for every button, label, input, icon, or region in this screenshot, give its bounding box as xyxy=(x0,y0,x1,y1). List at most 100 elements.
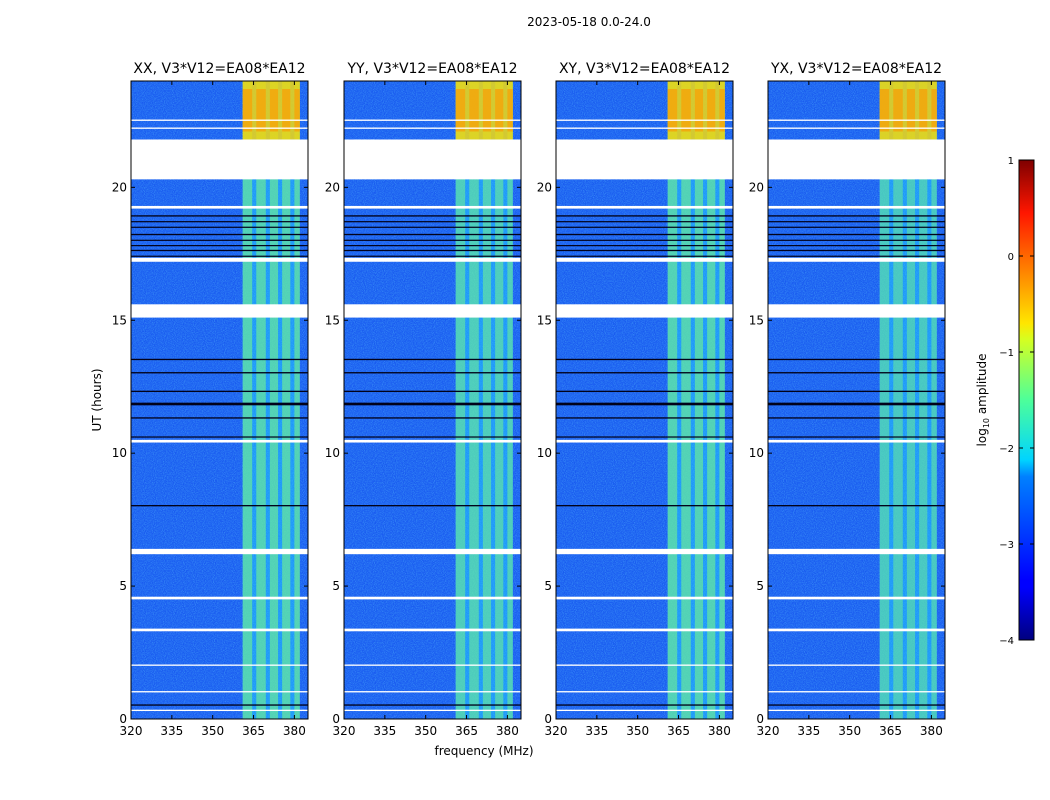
missing-data-row xyxy=(131,628,308,632)
x-tick-label: 320 xyxy=(120,724,143,738)
missing-data-row xyxy=(344,628,521,632)
panel-3: XY, V3*V12=EA08*EA12 320 335 350 365 380 0 5 10 1… xyxy=(537,61,734,738)
rfi-strong-channel xyxy=(919,89,928,132)
y-tick-label: 20 xyxy=(112,180,127,194)
dark-row xyxy=(556,245,733,247)
dark-row xyxy=(768,402,945,406)
dark-row xyxy=(344,245,521,247)
dark-row xyxy=(344,221,521,223)
rfi-channel xyxy=(469,81,479,719)
x-tick-label: 320 xyxy=(757,724,780,738)
colorbar: 1 0 −1 −2 −3 −4 log10 amplitude xyxy=(975,156,1035,647)
missing-data-row xyxy=(131,119,308,121)
dark-row xyxy=(768,221,945,223)
dark-row xyxy=(768,245,945,247)
y-tick-label: 15 xyxy=(749,313,764,327)
missing-data-row xyxy=(344,439,521,443)
panel-title: XX, V3*V12=EA08*EA12 xyxy=(133,61,305,77)
x-tick-label: 350 xyxy=(201,724,224,738)
rfi-channel xyxy=(667,81,678,719)
missing-data-row xyxy=(344,548,521,555)
dark-row xyxy=(556,221,733,223)
panel-frame xyxy=(555,80,734,720)
dark-row xyxy=(768,704,945,706)
colorbar-tick-label: 0 xyxy=(1008,252,1014,263)
colorbar-tick-label: −1 xyxy=(999,348,1014,359)
missing-data-row xyxy=(556,548,733,555)
dark-row xyxy=(556,239,733,241)
missing-data-row xyxy=(131,439,308,443)
dark-row xyxy=(556,390,733,393)
dark-row xyxy=(131,402,308,406)
rfi-strong-channel xyxy=(282,89,291,132)
colorbar-tick-label: −4 xyxy=(999,636,1014,647)
dark-row xyxy=(131,221,308,223)
dark-row xyxy=(556,255,733,257)
rfi-channel xyxy=(269,81,279,719)
colorbar-tick-label: −3 xyxy=(999,540,1014,551)
missing-data-row xyxy=(131,596,308,600)
dark-row xyxy=(768,505,945,507)
missing-data-row xyxy=(344,664,521,666)
x-tick-label: 365 xyxy=(879,724,902,738)
missing-data-row xyxy=(344,127,521,129)
y-tick-label: 15 xyxy=(537,313,552,327)
dark-row xyxy=(556,417,733,419)
x-tick-label: 380 xyxy=(920,724,943,738)
missing-data-row xyxy=(768,257,945,262)
dark-row xyxy=(556,233,733,236)
missing-data-row xyxy=(131,257,308,262)
x-tick-label: 380 xyxy=(496,724,519,738)
missing-data-row xyxy=(131,127,308,129)
rfi-channel xyxy=(681,81,691,719)
missing-data-row xyxy=(556,628,733,632)
rfi-channel xyxy=(694,81,704,719)
dark-row xyxy=(556,704,733,706)
panel-frame xyxy=(343,80,522,720)
dark-row xyxy=(131,249,308,252)
dark-row xyxy=(131,226,308,228)
dark-row xyxy=(768,436,945,438)
x-tick-label: 335 xyxy=(373,724,396,738)
dark-row xyxy=(768,249,945,252)
x-tick-label: 350 xyxy=(414,724,437,738)
rfi-strong-channel xyxy=(681,89,691,132)
dark-row xyxy=(344,402,521,406)
dark-row xyxy=(344,358,521,361)
panel-title: XY, V3*V12=EA08*EA12 xyxy=(559,61,730,77)
y-tick-label: 0 xyxy=(119,712,127,726)
colorbar-gradient xyxy=(1018,159,1035,641)
rfi-strong-channel xyxy=(455,89,466,132)
x-tick-label: 335 xyxy=(585,724,608,738)
missing-data-row xyxy=(556,139,733,180)
dark-row xyxy=(768,255,945,257)
missing-data-row xyxy=(131,139,308,180)
dark-row xyxy=(768,239,945,241)
rfi-strong-channel xyxy=(294,89,300,132)
missing-data-row xyxy=(131,304,308,318)
missing-data-row xyxy=(768,205,945,209)
colorbar-ticks: 1 0 −1 −2 −3 −4 xyxy=(999,156,1034,647)
missing-data-row xyxy=(556,596,733,600)
dark-row xyxy=(556,249,733,252)
rfi-channel xyxy=(919,81,928,719)
dark-row xyxy=(344,239,521,241)
rfi-strong-channel xyxy=(893,89,903,132)
y-tick-label: 15 xyxy=(112,313,127,327)
x-tick-label: 365 xyxy=(667,724,690,738)
y-tick-label: 0 xyxy=(756,712,764,726)
y-tick-label: 5 xyxy=(756,579,764,593)
rfi-strong-channel xyxy=(931,89,937,132)
y-tick-label: 0 xyxy=(332,712,340,726)
missing-data-row xyxy=(556,127,733,129)
rfi-band xyxy=(879,81,937,719)
rfi-strong-channel xyxy=(906,89,916,132)
dark-row xyxy=(556,226,733,228)
missing-data-row xyxy=(768,548,945,555)
missing-data-row xyxy=(768,127,945,129)
missing-data-row xyxy=(768,664,945,666)
dark-row xyxy=(556,215,733,217)
colorbar-label: log10 amplitude xyxy=(975,354,991,447)
dark-row xyxy=(344,390,521,393)
dark-row xyxy=(344,436,521,438)
